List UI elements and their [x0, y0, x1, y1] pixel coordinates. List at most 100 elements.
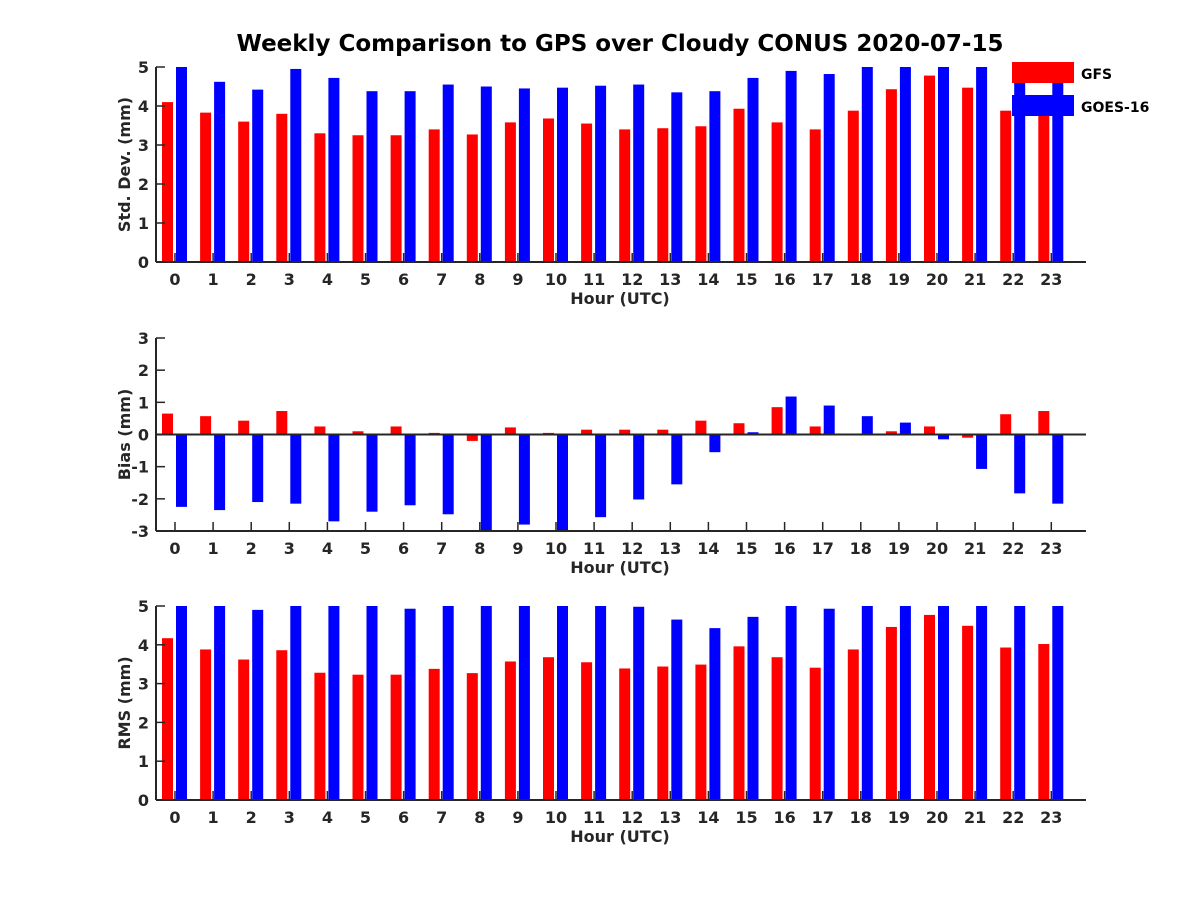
x-tick-label: 13 [659, 270, 681, 289]
bar-gfs-hour-13 [657, 666, 669, 800]
bar-goes-16-hour-6 [404, 608, 416, 800]
bar-goes-16-hour-8 [480, 86, 492, 262]
bar-gfs-hour-18 [847, 649, 859, 800]
bar-goes-16-hour-8 [480, 434, 492, 531]
bar-gfs-hour-17 [809, 426, 821, 435]
bar-goes-16-hour-16 [785, 70, 797, 263]
bar-gfs-hour-13 [657, 429, 669, 435]
legend-label-gfs: GFS [1081, 67, 1112, 83]
x-tick-label: 4 [322, 808, 333, 827]
bar-gfs-hour-2 [238, 121, 250, 262]
x-tick-label: 0 [169, 808, 180, 827]
bar-gfs-hour-6 [390, 135, 402, 262]
bar-goes-16-hour-22 [1014, 434, 1026, 494]
bar-goes-16-hour-12 [633, 84, 645, 262]
x-tick-label: 12 [621, 539, 643, 558]
bar-goes-16-hour-3 [290, 606, 302, 800]
x-tick-label: 9 [512, 539, 523, 558]
x-tick-label: 14 [697, 539, 719, 558]
bar-gfs-hour-16 [771, 407, 783, 435]
bar-goes-16-hour-17 [823, 74, 835, 263]
y-tick-label: 3 [138, 329, 149, 348]
bar-goes-16-hour-7 [442, 84, 454, 262]
bar-gfs-hour-11 [581, 429, 593, 435]
bar-gfs-hour-20 [924, 426, 935, 435]
y-tick-label: -2 [131, 490, 149, 509]
bar-gfs-hour-16 [771, 122, 783, 262]
bar-goes-16-hour-7 [442, 606, 454, 800]
bar-goes-16-hour-20 [938, 434, 949, 440]
y-axis-label: Bias (mm) [115, 389, 134, 481]
bar-goes-16-hour-4 [328, 77, 340, 262]
bar-goes-16-hour-5 [366, 434, 378, 512]
x-tick-label: 14 [697, 808, 719, 827]
x-tick-label: 17 [812, 539, 834, 558]
bar-gfs-hour-21 [962, 434, 974, 438]
x-tick-label: 10 [545, 539, 567, 558]
bar-gfs-hour-3 [276, 113, 288, 262]
bar-gfs-hour-4 [314, 426, 326, 435]
x-tick-label: 16 [773, 539, 795, 558]
x-tick-label: 7 [436, 808, 447, 827]
bar-goes-16-hour-21 [976, 434, 988, 469]
bar-goes-16-hour-13 [671, 434, 683, 485]
bar-gfs-hour-1 [200, 649, 212, 800]
bar-gfs-hour-6 [390, 426, 402, 435]
x-tick-label: 3 [284, 808, 295, 827]
x-tick-label: 11 [583, 808, 605, 827]
bar-goes-16-hour-17 [823, 608, 835, 800]
bar-gfs-hour-1 [200, 112, 212, 262]
x-tick-label: 14 [697, 270, 719, 289]
bar-goes-16-hour-0 [176, 434, 187, 507]
x-tick-label: 5 [360, 270, 371, 289]
bar-goes-16-hour-7 [442, 434, 454, 515]
x-tick-label: 9 [512, 808, 523, 827]
bar-gfs-hour-10 [543, 657, 554, 800]
bar-gfs-hour-23 [1038, 644, 1050, 800]
bar-gfs-hour-9 [504, 661, 516, 800]
bar-goes-16-hour-23 [1052, 434, 1064, 504]
bar-goes-16-hour-0 [176, 67, 187, 262]
x-tick-label: 17 [812, 270, 834, 289]
x-tick-label: 4 [322, 270, 333, 289]
bar-goes-16-hour-9 [518, 88, 530, 262]
legend-swatch-gfs [1012, 62, 1074, 83]
x-tick-label: 7 [436, 270, 447, 289]
bar-gfs-hour-0 [162, 413, 173, 435]
bar-goes-16-hour-1 [214, 81, 226, 262]
bar-gfs-hour-22 [1000, 110, 1012, 263]
bar-goes-16-hour-18 [861, 67, 873, 262]
x-tick-label: 0 [169, 270, 180, 289]
bar-goes-16-hour-9 [518, 606, 530, 800]
bar-gfs-hour-14 [695, 126, 707, 262]
y-tick-label: 3 [138, 136, 149, 155]
bar-gfs-hour-12 [619, 129, 631, 262]
bar-gfs-hour-21 [962, 625, 974, 800]
x-tick-label: 19 [888, 539, 910, 558]
x-tick-label: 12 [621, 808, 643, 827]
bar-gfs-hour-0 [162, 102, 173, 262]
bar-goes-16-hour-18 [861, 606, 873, 800]
y-tick-label: 3 [138, 675, 149, 694]
bar-goes-16-hour-20 [938, 606, 949, 800]
x-tick-label: 23 [1040, 539, 1062, 558]
x-tick-label: 4 [322, 539, 333, 558]
x-tick-label: 19 [888, 808, 910, 827]
bar-goes-16-hour-11 [595, 434, 607, 518]
bar-goes-16-hour-11 [595, 85, 607, 262]
x-tick-label: 20 [926, 270, 948, 289]
x-axis-label: Hour (UTC) [570, 289, 670, 308]
y-tick-label: 2 [138, 361, 149, 380]
x-tick-label: 5 [360, 808, 371, 827]
x-tick-label: 17 [812, 808, 834, 827]
x-tick-label: 16 [773, 808, 795, 827]
bar-gfs-hour-21 [962, 87, 974, 262]
bar-goes-16-hour-0 [176, 606, 187, 800]
figure-title: Weekly Comparison to GPS over Cloudy CON… [236, 31, 1004, 57]
x-tick-label: 18 [850, 539, 872, 558]
bar-goes-16-hour-19 [899, 422, 911, 435]
bar-goes-16-hour-22 [1014, 82, 1026, 262]
bar-gfs-hour-5 [352, 431, 364, 435]
x-tick-label: 8 [474, 539, 485, 558]
bar-goes-16-hour-14 [709, 434, 721, 453]
